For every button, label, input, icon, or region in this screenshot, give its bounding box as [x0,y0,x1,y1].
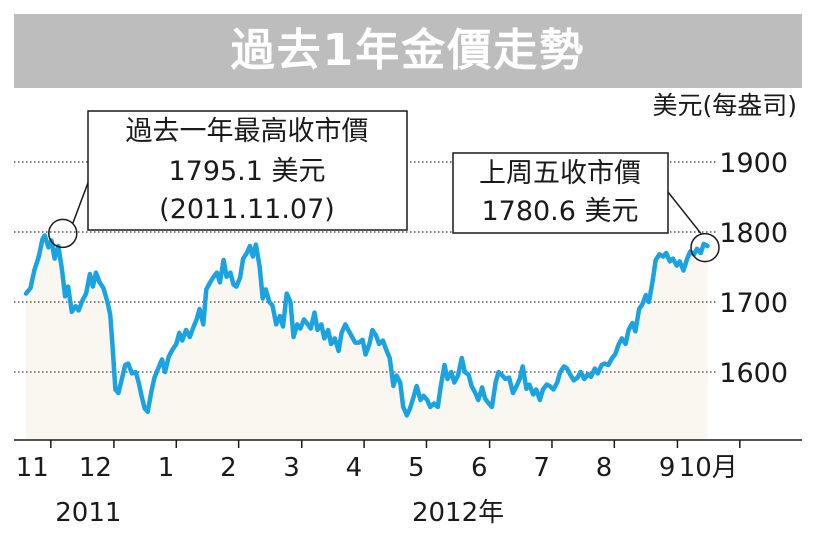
last-close-circle [690,232,720,263]
chart-title: 過去1年金價走勢 [230,25,586,76]
x-tick-label-9: 9 [659,453,676,483]
x-tick-label-5: 5 [408,453,425,483]
area-fill [26,235,708,440]
last-close-callout-line [667,191,702,235]
x-tick-label-8: 8 [596,453,613,483]
ytick-label-1700: 1700 [719,288,788,319]
year-label-1: 2012年 [412,498,504,528]
high-callout-line-1: 過去一年最高收市價 [126,116,369,147]
high-callout-box [87,110,408,231]
last-close-callout-line-1: 上周五收市價 [479,158,641,189]
x-tick-label-6: 6 [471,453,488,483]
high-callout-line-3: (2011.11.07) [159,194,335,225]
x-tick-label-11: 11 [16,453,49,483]
ytick-label-1900: 1900 [719,148,788,179]
x-tick-label-7: 7 [533,453,550,483]
ytick-label-1600: 1600 [719,358,788,389]
x-tick-label-12: 12 [79,453,112,483]
x-tick-label-3: 3 [283,453,300,483]
x-tick-label-10月: 10月 [679,453,738,483]
x-tick-label-4: 4 [346,453,363,483]
price-line [23,233,710,418]
last-close-callout-line-2: 1780.6 美元 [481,196,638,227]
year-label-0: 2011 [55,498,121,528]
y-axis-label: 美元(每盎司) [652,91,797,120]
high-point-circle [48,218,78,249]
title-bar: 過去1年金價走勢 [14,14,802,88]
ytick-label-1800: 1800 [719,218,788,249]
high-callout-line-2: 1795.1 美元 [168,156,325,187]
last-close-callout-box [452,152,669,234]
x-tick-label-1: 1 [158,453,175,483]
x-tick-label-2: 2 [220,453,237,483]
